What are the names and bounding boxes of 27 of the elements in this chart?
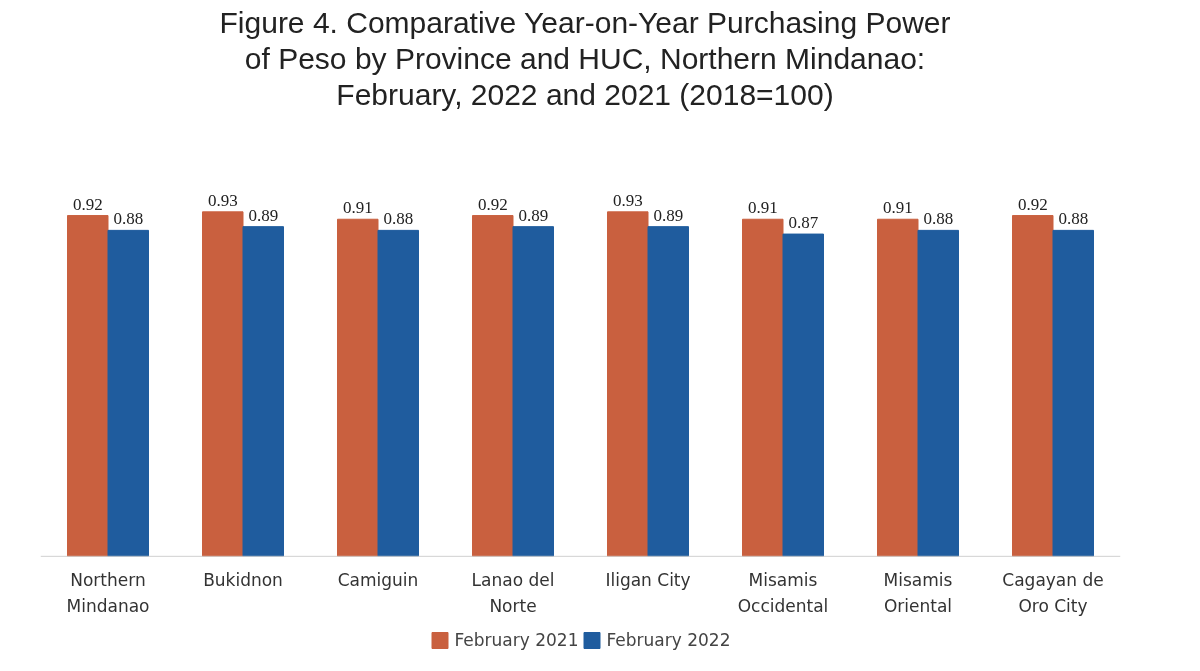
- data-label: 0.92: [477, 194, 508, 214]
- x-tick-label: Cagayan de Oro City: [1002, 570, 1104, 617]
- data-label: 0.92: [1017, 194, 1048, 214]
- x-tick-label: Misamis Occidental: [737, 570, 829, 617]
- data-label: 0.91: [882, 198, 913, 218]
- x-tick-label: Lanao del Norte: [471, 570, 555, 617]
- legend-label: February 2022: [606, 630, 731, 650]
- x-tick-label: Camiguin: [337, 570, 419, 591]
- x-tick-label: Iligan City: [605, 570, 691, 591]
- data-label: 0.88: [1058, 209, 1089, 229]
- data-label: 0.89: [518, 205, 549, 225]
- data-label: 0.91: [747, 198, 778, 218]
- data-label: 0.91: [342, 198, 373, 218]
- data-label: 0.92: [72, 194, 103, 214]
- legend-label: February 2021: [454, 630, 579, 650]
- data-label: 0.87: [788, 213, 819, 233]
- data-label: 0.89: [248, 205, 279, 225]
- x-tick-label: Misamis Oriental: [883, 570, 953, 617]
- x-tick-label: Northern Mindanao: [66, 570, 150, 617]
- x-tick-label: Bukidnon: [203, 570, 283, 591]
- data-label: 0.88: [113, 209, 144, 229]
- data-label: 0.88: [383, 209, 414, 229]
- chart-title: Figure 4. Comparative Year-on-Year Purchasing Power of Peso by Province and HUC, Northern Mindanao: February, 2022 and 2021 (2018=100): [219, 5, 951, 113]
- data-label: 0.93: [612, 190, 643, 210]
- data-label: 0.93: [207, 190, 238, 210]
- data-label: 0.88: [923, 209, 954, 229]
- data-label: 0.89: [653, 205, 684, 225]
